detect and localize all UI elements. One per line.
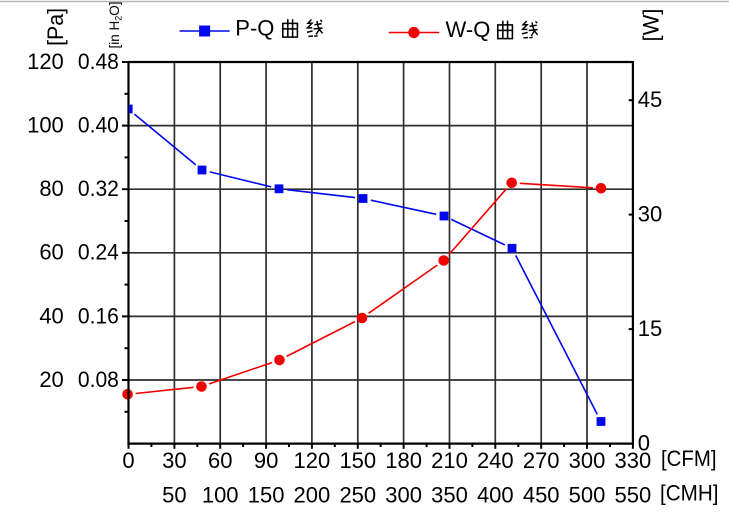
svg-text:60: 60 [39, 240, 63, 265]
svg-text:[CMH]: [CMH] [660, 480, 719, 505]
svg-text:500: 500 [569, 482, 606, 507]
svg-text:60: 60 [208, 448, 232, 473]
svg-text:200: 200 [294, 482, 331, 507]
svg-text:550: 550 [615, 482, 652, 507]
svg-text:350: 350 [431, 482, 468, 507]
svg-text:0: 0 [638, 431, 650, 456]
svg-text:0.16: 0.16 [78, 303, 119, 328]
svg-text:80: 80 [39, 176, 63, 201]
svg-text:0.08: 0.08 [78, 367, 119, 392]
svg-text:90: 90 [254, 448, 278, 473]
svg-text:0.48: 0.48 [78, 49, 119, 74]
svg-text:150: 150 [339, 448, 376, 473]
svg-text:0.24: 0.24 [78, 240, 119, 265]
svg-text:40: 40 [39, 303, 63, 328]
svg-text:210: 210 [431, 448, 468, 473]
svg-text:50: 50 [162, 482, 186, 507]
svg-text:100: 100 [27, 113, 64, 138]
svg-text:[in H2O]: [in H2O] [107, 1, 124, 48]
svg-text:0.40: 0.40 [78, 113, 119, 138]
svg-text:0.32: 0.32 [78, 176, 119, 201]
svg-text:330: 330 [615, 448, 652, 473]
svg-text:20: 20 [39, 367, 63, 392]
svg-text:P-Q: P-Q [235, 16, 274, 41]
svg-text:180: 180 [385, 448, 422, 473]
svg-text:W-Q: W-Q [446, 17, 491, 42]
svg-text:[CFM]: [CFM] [661, 446, 717, 471]
svg-text:300: 300 [569, 448, 606, 473]
svg-text:45: 45 [638, 87, 662, 112]
svg-text:120: 120 [294, 448, 331, 473]
svg-text:30: 30 [162, 448, 186, 473]
svg-text:300: 300 [385, 482, 422, 507]
svg-text:450: 450 [523, 482, 560, 507]
svg-text:15: 15 [638, 316, 662, 341]
svg-text:120: 120 [27, 49, 64, 74]
svg-text:[W]: [W] [639, 9, 664, 42]
svg-text:[Pa]: [Pa] [43, 8, 68, 46]
svg-text:400: 400 [477, 482, 514, 507]
svg-text:30: 30 [638, 202, 662, 227]
svg-text:100: 100 [202, 482, 239, 507]
svg-text:240: 240 [477, 448, 514, 473]
svg-text:0: 0 [122, 448, 134, 473]
svg-text:270: 270 [523, 448, 560, 473]
svg-text:150: 150 [248, 482, 285, 507]
svg-text:250: 250 [339, 482, 376, 507]
